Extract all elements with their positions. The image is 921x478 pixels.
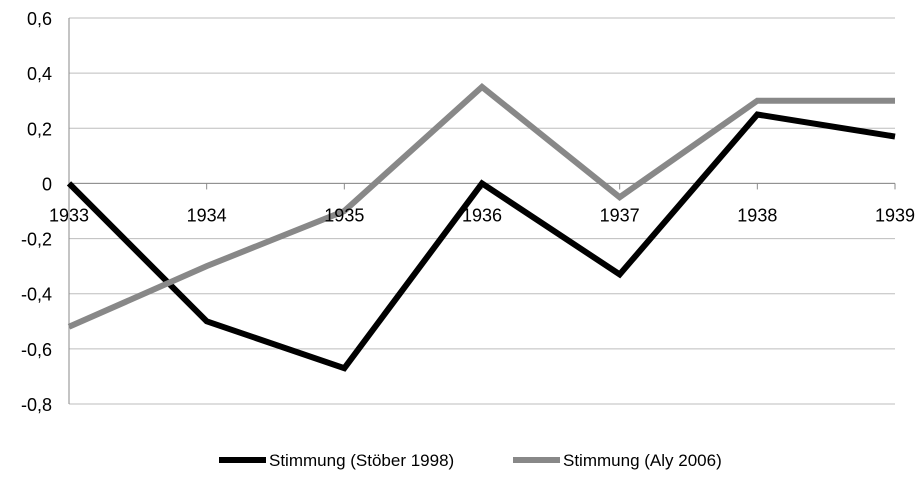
series-lines (66, 82, 896, 372)
x-tick-label: 1936 (462, 205, 502, 225)
y-tick-label: 0,2 (27, 119, 52, 139)
y-tick-label: 0 (42, 174, 52, 194)
y-tick-label: -0,8 (21, 395, 52, 415)
y-tick-label: -0,2 (21, 230, 52, 250)
y-tick-label: -0,6 (21, 340, 52, 360)
legend-label-1: Stimmung (Stöber 1998) (269, 451, 454, 470)
x-tick-label: 1937 (600, 205, 640, 225)
tick-labels: 0,6 0,4 0,2 0 -0,2 -0,4 -0,6 -0,8 1933 1934 1935 19… (21, 9, 915, 415)
y-tick-label: -0,4 (21, 285, 52, 305)
x-tick-label: 1935 (324, 205, 364, 225)
y-tick-label: 0,4 (27, 64, 52, 84)
legend: Stimmung (Stöber 1998) Stimmung (Aly 2006… (219, 451, 722, 470)
x-tick-label: 1938 (737, 205, 777, 225)
x-tick-label: 1939 (875, 205, 915, 225)
y-tick-label: 0,6 (27, 9, 52, 29)
legend-label-2: Stimmung (Aly 2006) (563, 451, 722, 470)
x-tick-label: 1933 (49, 205, 89, 225)
x-tick-label: 1934 (187, 205, 227, 225)
series-line-1 (66, 111, 896, 372)
